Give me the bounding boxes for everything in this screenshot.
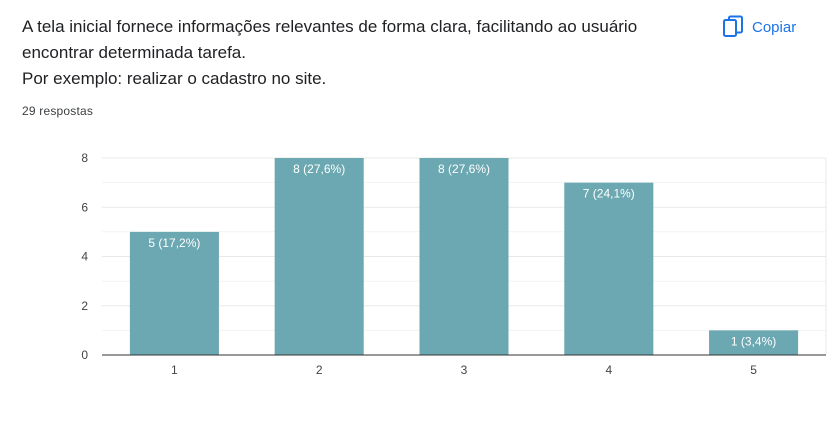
copy-button[interactable]: Copiar <box>722 12 796 42</box>
y-tick-label: 6 <box>81 200 88 214</box>
bar <box>274 158 364 355</box>
bar-data-label: 7 (24,1%) <box>583 187 635 201</box>
y-tick-label: 8 <box>81 151 88 165</box>
bar-data-label: 5 (17,2%) <box>148 236 200 250</box>
y-tick-label: 2 <box>81 299 88 313</box>
bar-data-label: 8 (27,6%) <box>438 162 490 176</box>
bar-data-label: 1 (3,4%) <box>731 334 776 348</box>
question-line-1: A tela inicial fornece informações relev… <box>22 17 638 36</box>
bar-data-label: 8 (27,6%) <box>293 162 345 176</box>
copy-button-label: Copiar <box>752 18 797 36</box>
bar <box>129 231 219 355</box>
bar <box>419 158 509 355</box>
bar <box>709 330 799 355</box>
y-tick-label: 4 <box>81 250 88 264</box>
x-tick-label: 1 <box>171 363 178 377</box>
bar <box>564 182 654 355</box>
x-tick-label: 4 <box>605 363 612 377</box>
y-tick-label: 0 <box>81 348 88 362</box>
question-line-2: encontrar determinada tarefa. <box>22 43 246 62</box>
question-text: A tela inicial fornece informações relev… <box>22 14 702 92</box>
x-tick-label: 5 <box>750 363 757 377</box>
x-tick-label: 3 <box>461 363 468 377</box>
copy-icon <box>722 15 744 39</box>
question-line-3: Por exemplo: realizar o cadastro no site… <box>22 69 327 88</box>
responses-count: 29 respostas <box>22 104 94 118</box>
x-tick-label: 2 <box>316 363 323 377</box>
